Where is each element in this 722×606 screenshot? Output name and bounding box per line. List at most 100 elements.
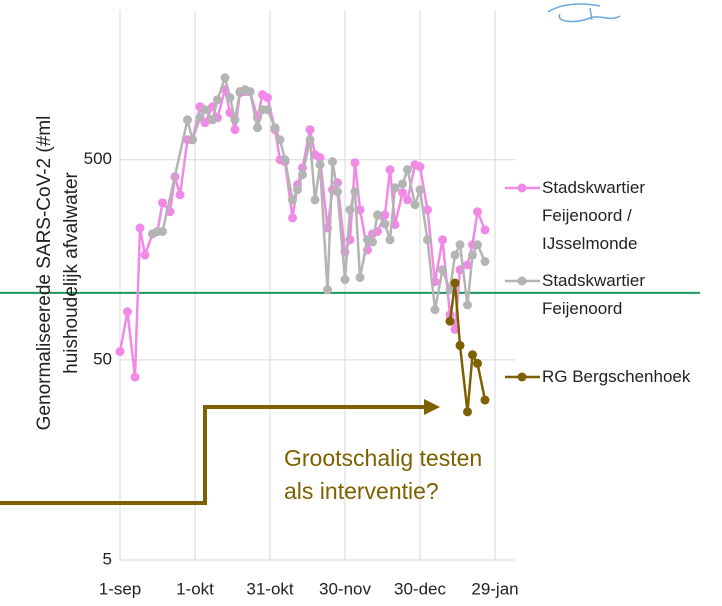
data-point bbox=[195, 113, 205, 123]
data-point bbox=[263, 93, 272, 103]
data-point bbox=[158, 198, 167, 208]
data-point bbox=[468, 250, 477, 260]
data-point bbox=[373, 210, 382, 220]
data-point bbox=[368, 237, 377, 247]
data-point bbox=[213, 95, 222, 105]
data-point bbox=[315, 160, 325, 170]
data-point bbox=[280, 155, 290, 165]
data-point bbox=[385, 165, 395, 175]
series-line bbox=[118, 89, 487, 378]
data-point bbox=[398, 179, 407, 189]
arrow-head bbox=[424, 399, 440, 415]
legend-label: RG Bergschenhoek bbox=[542, 367, 691, 386]
data-point bbox=[480, 225, 490, 235]
data-point bbox=[333, 187, 342, 197]
data-point bbox=[450, 250, 460, 260]
data-point bbox=[253, 123, 262, 133]
data-point bbox=[293, 185, 302, 195]
data-point bbox=[410, 200, 420, 210]
x-tick-label: 30-nov bbox=[319, 579, 371, 598]
data-point bbox=[415, 162, 425, 172]
data-point bbox=[208, 115, 217, 125]
data-point bbox=[188, 135, 197, 145]
data-point bbox=[438, 235, 447, 245]
data-point bbox=[463, 300, 472, 310]
data-point bbox=[450, 278, 460, 288]
data-point bbox=[390, 183, 400, 193]
data-point bbox=[473, 240, 482, 250]
x-tick-label: 1-okt bbox=[176, 579, 214, 598]
data-point bbox=[385, 235, 395, 245]
data-point bbox=[310, 195, 320, 205]
data-point bbox=[328, 157, 337, 167]
data-point bbox=[130, 372, 140, 382]
data-point bbox=[305, 125, 315, 135]
data-point bbox=[230, 115, 240, 125]
y-tick-label: 500 bbox=[84, 149, 112, 168]
data-point bbox=[350, 158, 360, 168]
data-point bbox=[463, 407, 472, 417]
x-tick-label: 1-sep bbox=[99, 579, 142, 598]
data-point bbox=[438, 265, 447, 275]
data-point bbox=[355, 272, 365, 282]
data-point bbox=[455, 240, 465, 250]
data-point bbox=[473, 358, 482, 368]
data-point bbox=[480, 395, 490, 405]
data-point bbox=[115, 347, 125, 357]
legend-label: Stadskwartier Feijenoord bbox=[542, 271, 645, 318]
data-point bbox=[270, 123, 280, 133]
data-point bbox=[123, 307, 132, 317]
logo bbox=[547, 3, 621, 23]
data-point bbox=[423, 235, 432, 245]
data-point bbox=[423, 205, 432, 215]
data-point bbox=[140, 250, 150, 260]
data-point bbox=[380, 219, 390, 229]
y-axis-label: Genormaliseerede SARS-CoV-2 (#ml huishou… bbox=[34, 115, 82, 431]
data-point bbox=[403, 165, 412, 175]
data-point bbox=[473, 207, 482, 217]
data-point bbox=[135, 223, 145, 233]
data-point bbox=[245, 87, 255, 97]
data-point bbox=[288, 213, 297, 223]
annotation: Grootschalig testen als interventie? bbox=[284, 445, 483, 504]
x-tick-label: 29-jan bbox=[471, 579, 518, 598]
data-point bbox=[445, 285, 455, 295]
data-point bbox=[275, 135, 285, 145]
data-point bbox=[345, 205, 355, 215]
legend-marker bbox=[517, 372, 527, 382]
data-point bbox=[445, 316, 455, 326]
data-point bbox=[463, 260, 472, 270]
data-point bbox=[263, 105, 272, 115]
data-point bbox=[323, 285, 332, 295]
data-point bbox=[230, 125, 240, 135]
x-tick-label: 31-okt bbox=[246, 579, 294, 598]
data-point bbox=[298, 170, 307, 180]
data-point bbox=[468, 350, 477, 360]
data-point bbox=[480, 257, 490, 267]
data-point bbox=[288, 195, 297, 205]
data-point bbox=[220, 73, 230, 83]
x-tick-label: 30-dec bbox=[394, 579, 446, 598]
data-point bbox=[340, 275, 350, 285]
data-point bbox=[403, 195, 412, 205]
data-point bbox=[398, 188, 407, 198]
data-point bbox=[158, 226, 167, 236]
y-tick-label: 50 bbox=[93, 349, 112, 368]
data-point bbox=[183, 115, 192, 125]
data-point bbox=[200, 105, 210, 115]
data-point bbox=[175, 190, 185, 200]
data-point bbox=[305, 135, 315, 145]
data-point bbox=[380, 210, 390, 220]
data-point bbox=[415, 185, 425, 195]
data-point bbox=[455, 340, 465, 350]
data-point bbox=[350, 187, 360, 197]
data-point bbox=[450, 324, 460, 334]
data-point bbox=[430, 305, 440, 315]
data-point bbox=[315, 153, 325, 163]
data-point bbox=[225, 93, 235, 103]
legend-marker bbox=[517, 183, 527, 193]
data-point bbox=[355, 205, 365, 215]
legend-marker bbox=[517, 276, 527, 286]
